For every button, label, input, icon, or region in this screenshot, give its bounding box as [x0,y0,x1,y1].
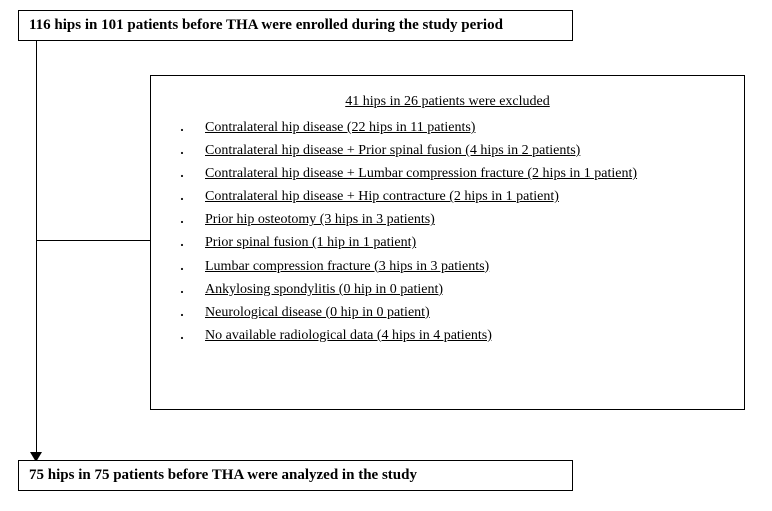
list-item: Ankylosing spondylitis (0 hip in 0 patie… [205,278,730,301]
result-text: 75 hips in 75 patients before THA were a… [29,467,417,483]
exclusion-list: Contralateral hip disease (22 hips in 11… [165,116,730,347]
list-item: Neurological disease (0 hip in 0 patient… [205,301,730,324]
flow-line-horizontal [36,240,150,241]
list-item: Contralateral hip disease (22 hips in 11… [205,116,730,139]
list-item: Lumbar compression fracture (3 hips in 3… [205,255,730,278]
enrollment-text: 116 hips in 101 patients before THA were… [29,17,503,33]
result-box: 75 hips in 75 patients before THA were a… [18,460,573,491]
list-item: Contralateral hip disease + Prior spinal… [205,139,730,162]
enrollment-box: 116 hips in 101 patients before THA were… [18,10,573,41]
exclusion-box: 41 hips in 26 patients were excluded Con… [150,75,745,410]
list-item: Contralateral hip disease + Lumbar compr… [205,162,730,185]
exclusion-title: 41 hips in 26 patients were excluded [165,94,730,110]
list-item: Prior hip osteotomy (3 hips in 3 patient… [205,208,730,231]
list-item: Contralateral hip disease + Hip contract… [205,185,730,208]
list-item: No available radiological data (4 hips i… [205,324,730,347]
flow-line-vertical [36,41,37,460]
list-item: Prior spinal fusion (1 hip in 1 patient) [205,231,730,254]
